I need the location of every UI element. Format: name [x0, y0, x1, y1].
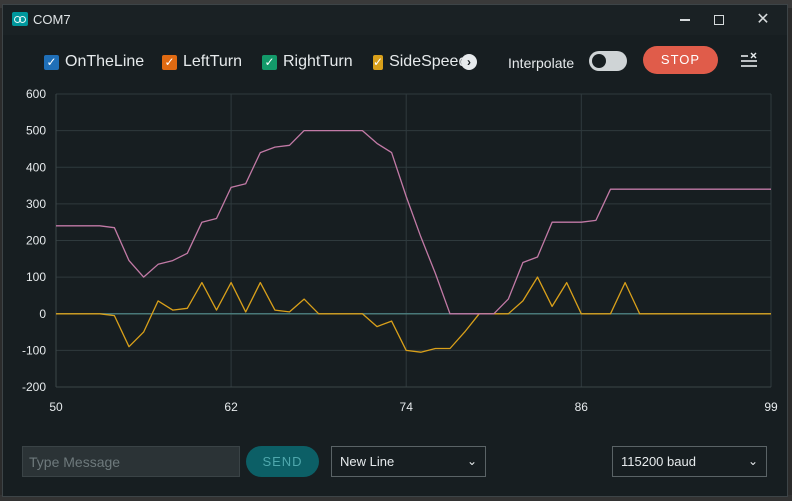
series-toggle-rightturn[interactable]: ✓ RightTurn: [262, 51, 353, 73]
y-tick-label: 600: [26, 87, 46, 101]
series-label-sidespeed: SideSpeed: [389, 53, 465, 70]
chevron-down-icon: ⌄: [747, 454, 758, 468]
y-tick-label: 400: [26, 160, 46, 174]
series-label-leftturn: LeftTurn: [183, 53, 242, 70]
maximize-icon: [714, 15, 724, 25]
message-input[interactable]: [22, 446, 240, 477]
minimize-button[interactable]: [673, 9, 697, 31]
series-label-ontheline: OnTheLine: [65, 53, 145, 70]
clear-output-icon[interactable]: [739, 51, 759, 71]
interpolate-toggle[interactable]: [589, 51, 627, 71]
arduino-icon: [12, 12, 28, 26]
y-tick-label: -200: [22, 380, 46, 394]
minimize-icon: [680, 19, 690, 21]
serial-plotter-window: COM7 ✕ ✓ OnTheLine ✓ LeftTurn ✓ RightTur…: [2, 4, 788, 497]
x-tick-label: 50: [49, 400, 63, 414]
series-toggle-sidespeed[interactable]: ✓ SideSpeed: [373, 51, 465, 73]
y-tick-label: 300: [26, 197, 46, 211]
x-tick-label: 99: [764, 400, 778, 414]
y-tick-label: 100: [26, 270, 46, 284]
y-tick-label: 200: [26, 234, 46, 248]
checkbox-ontheline[interactable]: ✓: [44, 54, 59, 70]
close-icon: ✕: [756, 11, 770, 28]
interpolate-toggle-knob: [592, 54, 606, 68]
stop-button[interactable]: STOP: [643, 46, 718, 74]
line-ending-value: New Line: [340, 454, 395, 469]
y-tick-label: 0: [39, 307, 46, 321]
plotter-toolbar: ✓ OnTheLine ✓ LeftTurn ✓ RightTurn ✓ Sid…: [3, 45, 787, 79]
chart-grid: [55, 93, 772, 388]
send-button[interactable]: SEND: [246, 446, 319, 477]
chart-series: [56, 129, 771, 353]
legend-scroll-right-icon[interactable]: ›: [461, 54, 477, 70]
checkbox-rightturn[interactable]: ✓: [262, 54, 277, 70]
series-line-leftturn: [56, 129, 771, 315]
baud-rate-value: 115200 baud: [621, 454, 696, 469]
x-axis-ticks: 50 62 74 86 99: [49, 400, 778, 414]
close-button[interactable]: ✕: [751, 9, 775, 31]
background-workspace-strip-bottom: [0, 495, 792, 501]
x-tick-label: 74: [400, 400, 414, 414]
checkbox-leftturn[interactable]: ✓: [162, 54, 177, 70]
window-title: COM7: [33, 12, 71, 27]
baud-rate-select[interactable]: 115200 baud ⌄: [612, 446, 767, 477]
x-tick-label: 86: [575, 400, 589, 414]
series-label-rightturn: RightTurn: [283, 53, 353, 70]
interpolate-label: Interpolate: [508, 55, 575, 71]
line-ending-select[interactable]: New Line ⌄: [331, 446, 486, 477]
serial-plot-chart: 600 500 400 300 200 100 0 -100 -200 50 62 74 86 99: [22, 87, 778, 414]
checkbox-sidespeed[interactable]: ✓: [373, 54, 384, 70]
footer-bar: SEND New Line ⌄ 115200 baud ⌄: [3, 445, 787, 477]
series-toggle-ontheline[interactable]: ✓ OnTheLine: [44, 51, 144, 73]
maximize-button[interactable]: [707, 9, 731, 31]
y-tick-label: 500: [26, 124, 46, 138]
x-tick-label: 62: [224, 400, 238, 414]
chevron-down-icon: ⌄: [466, 454, 477, 468]
series-line-sidespeed: [56, 276, 771, 353]
y-tick-label: -100: [22, 343, 46, 357]
title-bar: COM7 ✕: [3, 5, 787, 35]
series-toggle-leftturn[interactable]: ✓ LeftTurn: [162, 51, 242, 73]
y-axis-ticks: 600 500 400 300 200 100 0 -100 -200: [22, 87, 46, 394]
